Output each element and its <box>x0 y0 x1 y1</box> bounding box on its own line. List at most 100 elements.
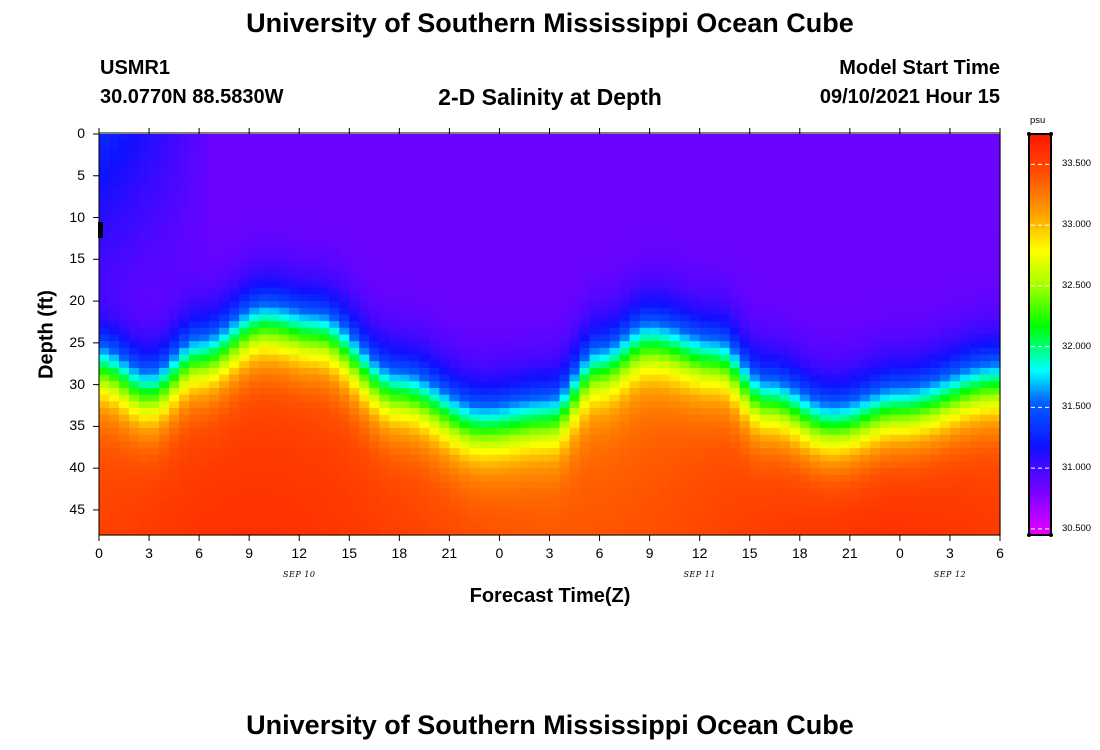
heatmap-cell <box>349 314 360 322</box>
heatmap-cell <box>189 448 200 456</box>
heatmap-cell <box>159 287 170 295</box>
heatmap-cell <box>219 354 230 362</box>
heatmap-cell <box>509 281 521 289</box>
heatmap-cell <box>719 287 731 295</box>
heatmap-cell <box>669 521 681 529</box>
heatmap-cell <box>749 381 761 389</box>
heatmap-cell <box>769 147 781 155</box>
heatmap-cell <box>649 374 661 382</box>
heatmap-cell <box>649 354 661 362</box>
heatmap-cell <box>409 207 420 215</box>
heatmap-cell <box>689 207 701 215</box>
heatmap-cell <box>919 220 931 229</box>
heatmap-cell <box>239 154 250 162</box>
heatmap-cell <box>649 521 661 529</box>
heatmap-cell <box>259 521 270 529</box>
heatmap-cell <box>319 220 330 229</box>
heatmap-cell <box>219 167 230 175</box>
heatmap-cell <box>769 434 781 443</box>
heatmap-cell <box>479 314 491 322</box>
heatmap-cell <box>419 468 430 476</box>
heatmap-cell <box>659 521 671 529</box>
heatmap-cell <box>169 454 180 463</box>
heatmap-cell <box>569 528 581 536</box>
heatmap-cell <box>759 468 771 476</box>
heatmap-cell <box>299 200 310 209</box>
heatmap-cell <box>669 187 681 195</box>
heatmap-cell <box>809 254 821 262</box>
heatmap-cell <box>619 401 631 409</box>
heatmap-cell <box>199 448 210 456</box>
heatmap-cell <box>389 461 400 469</box>
heatmap-cell <box>439 174 450 182</box>
heatmap-cell <box>629 227 641 235</box>
heatmap-cell <box>279 207 290 215</box>
heatmap-cell <box>379 267 390 275</box>
heatmap-cell <box>559 514 571 523</box>
heatmap-cell <box>439 508 450 516</box>
heatmap-cell <box>249 401 260 409</box>
heatmap-cell <box>559 267 571 275</box>
heatmap-cell <box>589 220 601 229</box>
heatmap-cell <box>369 521 380 529</box>
heatmap-cell <box>509 347 521 356</box>
heatmap-cell <box>439 321 450 329</box>
heatmap-cell <box>679 234 691 242</box>
heatmap-cell <box>829 167 841 175</box>
heatmap-cell <box>259 247 270 255</box>
heatmap-cell <box>779 454 791 463</box>
heatmap-cell <box>829 207 841 215</box>
heatmap-cell <box>449 220 460 229</box>
heatmap-cell <box>569 207 581 215</box>
heatmap-cell <box>559 214 571 222</box>
heatmap-cell <box>189 414 200 422</box>
heatmap-cell <box>499 514 511 523</box>
heatmap-cell <box>169 528 180 536</box>
heatmap-cell <box>279 488 290 496</box>
heatmap-cell <box>629 474 641 483</box>
heatmap-cell <box>389 234 400 242</box>
heatmap-cell <box>829 401 841 409</box>
heatmap-cell <box>329 140 340 148</box>
heatmap-cell <box>99 374 110 382</box>
heatmap-cell <box>369 240 380 249</box>
heatmap-cell <box>639 441 651 449</box>
heatmap-cell <box>489 354 501 362</box>
heatmap-cell <box>459 334 471 342</box>
heatmap-cell <box>689 220 701 229</box>
heatmap-cell <box>149 334 160 342</box>
heatmap-cell <box>629 200 641 209</box>
heatmap-cell <box>299 234 310 242</box>
heatmap-cell <box>789 401 801 409</box>
heatmap-cell <box>469 401 481 409</box>
heatmap-cell <box>849 521 861 529</box>
heatmap-cell <box>639 180 651 189</box>
heatmap-cell <box>509 334 521 342</box>
heatmap-cell <box>549 187 561 195</box>
heatmap-cell <box>369 341 380 349</box>
heatmap-cell <box>169 167 180 175</box>
heatmap-cell <box>899 254 911 262</box>
heatmap-cell <box>109 367 120 376</box>
heatmap-cell <box>739 220 751 229</box>
heatmap-cell <box>609 474 621 483</box>
heatmap-cell <box>489 481 501 489</box>
heatmap-cell <box>239 434 250 443</box>
heatmap-cell <box>529 220 541 229</box>
heatmap-cell <box>389 387 400 396</box>
heatmap-cell <box>109 147 120 155</box>
heatmap-cell <box>829 180 841 189</box>
heatmap-cell <box>569 321 581 329</box>
heatmap-cell <box>159 434 170 443</box>
heatmap-cell <box>319 367 330 376</box>
heatmap-cell <box>839 488 851 496</box>
heatmap-cell <box>709 461 721 469</box>
heatmap-cell <box>439 501 450 509</box>
heatmap-cell <box>489 494 501 503</box>
heatmap-cell <box>479 414 491 422</box>
heatmap-cell <box>589 454 601 463</box>
heatmap-cell <box>419 481 430 489</box>
heatmap-cell <box>769 220 781 229</box>
heatmap-cell <box>919 154 931 162</box>
heatmap-cell <box>649 134 661 142</box>
